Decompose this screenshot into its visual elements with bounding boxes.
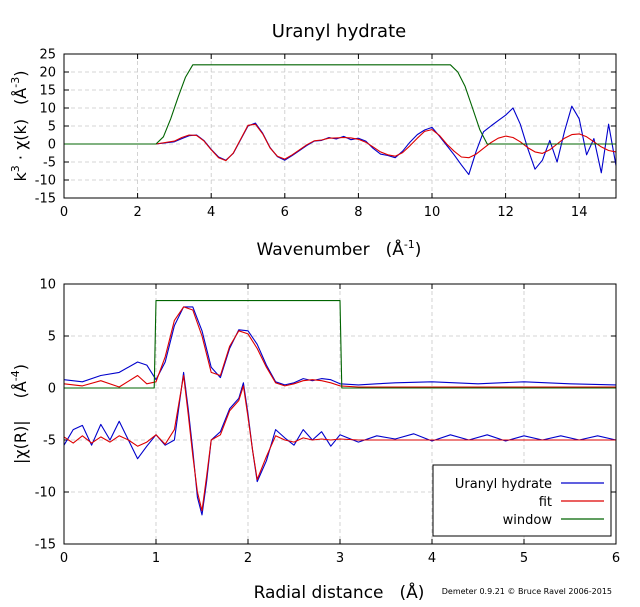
top-chart-xlabel: Wavenumber (Å-1) — [257, 238, 422, 260]
y-tick-label: 0 — [48, 138, 56, 153]
legend: Uranyl hydrate fit window — [432, 464, 612, 537]
series-fit-line — [63, 306, 616, 388]
y-tick-label: 15 — [39, 84, 56, 99]
y-tick-label: 10 — [39, 102, 56, 117]
legend-label-data: Uranyl hydrate — [455, 477, 552, 492]
series-window-line — [64, 64, 616, 145]
y-tick-label: 0 — [48, 382, 56, 397]
credit-text: Demeter 0.9.21 © Bruce Ravel 2006-2015 — [442, 587, 612, 596]
x-tick-label: 2 — [133, 205, 141, 220]
series-fit-re-line — [63, 374, 616, 512]
x-tick-label: 0 — [60, 205, 68, 220]
x-tick-label: 6 — [612, 551, 620, 566]
legend-label-window: window — [503, 513, 553, 528]
top-chart-title: Uranyl hydrate — [272, 21, 406, 42]
bottom-chart-ticks: 0 1 2 3 4 5 6 -15 -10 -5 0 5 10 — [35, 278, 620, 567]
bottom-chart-xlabel: Radial distance (Å) — [254, 581, 425, 603]
y-tick-label: -5 — [43, 434, 56, 449]
bottom-chart-frame — [63, 283, 617, 545]
x-tick-label: 4 — [207, 205, 215, 220]
x-tick-label: 6 — [281, 205, 289, 220]
x-tick-label: 1 — [152, 551, 160, 566]
y-tick-label: 5 — [48, 330, 56, 345]
series-window-line — [64, 300, 616, 389]
x-tick-label: 12 — [497, 205, 514, 220]
y-tick-label: -15 — [35, 538, 56, 553]
x-tick-label: 2 — [244, 551, 252, 566]
bottom-chart-ylabel: |χ(R)|(Å-4) — [9, 364, 30, 464]
series-fit-line — [64, 123, 617, 162]
series-data-line — [63, 306, 617, 386]
y-tick-label: 10 — [39, 278, 56, 293]
x-tick-label: 5 — [520, 551, 528, 566]
top-chart-series — [64, 64, 617, 176]
y-tick-label: 5 — [48, 120, 56, 135]
top-chart: Uranyl hydrate 0 2 4 6 8 10 12 14 -15 -10 -5 0 5 10 15… — [9, 21, 617, 260]
y-tick-label: -15 — [35, 192, 56, 207]
legend-label-fit: fit — [539, 495, 552, 510]
x-tick-label: 3 — [336, 551, 344, 566]
top-chart-ticks: 0 2 4 6 8 10 12 14 -15 -10 -5 0 5 10 15 20 25 — [35, 48, 616, 220]
x-tick-label: 14 — [571, 205, 588, 220]
y-tick-label: 20 — [39, 66, 56, 81]
bottom-chart: 0 1 2 3 4 5 6 -15 -10 -5 0 5 10 Radial distance (Å) |… — [9, 278, 620, 604]
x-tick-label: 0 — [60, 551, 68, 566]
top-chart-ylabel: k3 · χ(k)(Å-3) — [9, 71, 30, 182]
top-chart-frame — [63, 53, 617, 199]
y-tick-label: -10 — [35, 486, 56, 501]
y-tick-label: 25 — [39, 48, 56, 63]
x-tick-label: 10 — [424, 205, 441, 220]
bottom-chart-series — [63, 300, 617, 516]
y-tick-label: -5 — [43, 156, 56, 171]
x-tick-label: 8 — [354, 205, 362, 220]
y-tick-label: -10 — [35, 174, 56, 189]
x-tick-label: 4 — [428, 551, 436, 566]
